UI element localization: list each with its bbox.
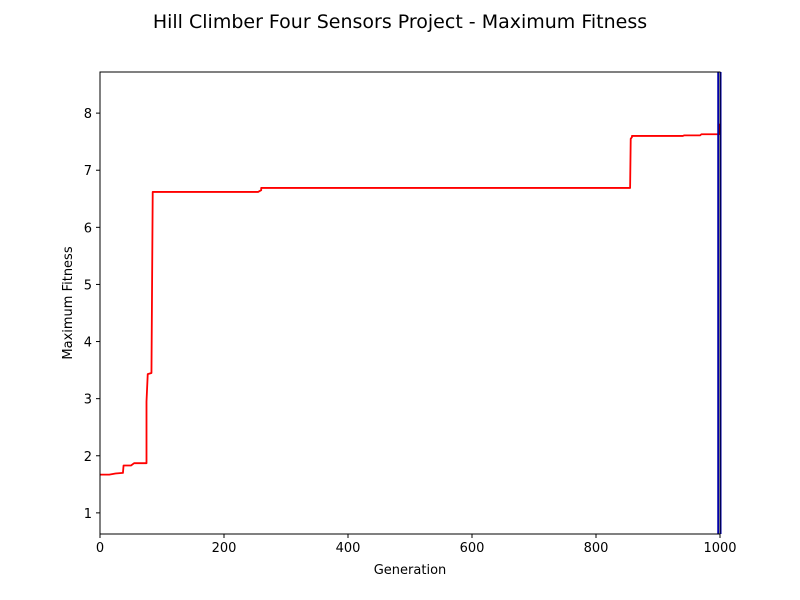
x-tick-label: 0 [96,541,104,556]
y-tick-label: 1 [84,507,92,522]
x-axis-label: Generation [374,563,447,578]
x-axis-ticks: 0 200 400 600 800 1000 [96,534,737,556]
y-tick-label: 4 [84,336,92,351]
x-tick-label: 400 [336,541,361,556]
y-tick-label: 3 [84,393,92,408]
y-tick-label: 6 [84,221,92,236]
series-line-1 [100,123,721,476]
x-tick-label: 600 [460,541,485,556]
x-tick-label: 800 [584,541,609,556]
y-tick-label: 2 [84,450,92,465]
y-tick-label: 7 [84,164,92,179]
x-tick-label: 200 [212,541,237,556]
plot-frame [99,71,721,535]
y-tick-label: 5 [84,278,92,293]
chart-title: Hill Climber Four Sensors Project - Maxi… [153,11,647,33]
x-tick-label: 1000 [703,541,736,556]
series-layer [100,72,722,534]
y-tick-label: 8 [84,107,92,122]
y-axis-label: Maximum Fitness [61,246,76,359]
y-axis-ticks: 1 2 3 4 5 6 7 8 [84,107,100,522]
